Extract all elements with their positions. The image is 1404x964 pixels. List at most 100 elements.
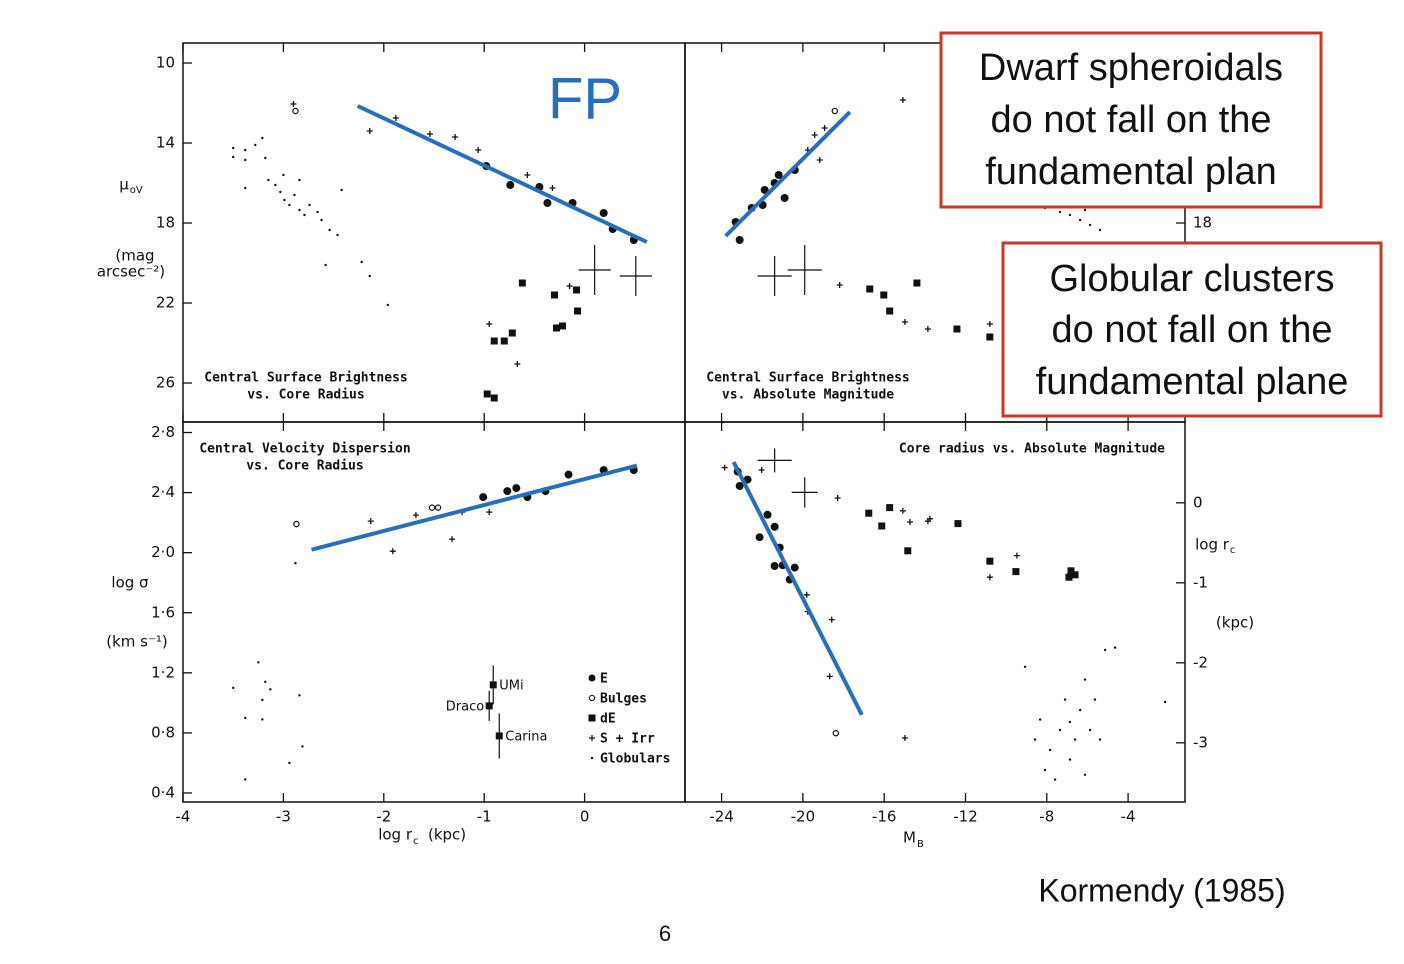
point	[953, 325, 961, 333]
point	[1068, 720, 1072, 724]
panel-title: vs. Core Radius	[246, 459, 363, 474]
point	[485, 702, 493, 710]
plot-frame	[684, 421, 1186, 803]
x-axis-label: M	[903, 829, 916, 847]
point	[901, 735, 908, 741]
point	[1033, 738, 1037, 741]
point	[340, 188, 343, 192]
y-tick-label: -2	[1193, 653, 1208, 671]
point	[261, 136, 264, 140]
point	[836, 282, 843, 288]
point	[518, 279, 526, 287]
page-number: 6	[659, 921, 671, 946]
x-tick-label: -24	[709, 808, 734, 826]
point	[254, 143, 257, 147]
point	[367, 518, 374, 525]
point	[1163, 700, 1167, 704]
point	[1088, 728, 1092, 732]
point	[449, 536, 456, 543]
point	[293, 193, 296, 197]
point	[790, 563, 799, 572]
y-tick-label: 0	[1193, 493, 1203, 511]
point	[389, 548, 396, 555]
x-tick-label: -8	[1039, 808, 1054, 826]
point	[550, 291, 558, 299]
legend-label: Globulars	[600, 752, 670, 767]
point	[1083, 773, 1087, 776]
point	[336, 233, 339, 237]
point	[1071, 571, 1079, 579]
x-axis-label-sub: B	[917, 839, 924, 850]
point	[986, 321, 993, 327]
point	[599, 209, 608, 217]
point	[316, 210, 319, 214]
x-tick-label: -3	[276, 808, 291, 826]
point	[755, 533, 764, 542]
point	[479, 493, 488, 502]
point	[1073, 738, 1077, 741]
point	[1063, 698, 1067, 701]
y-tick-label: 1·2	[151, 663, 175, 681]
point	[1013, 552, 1020, 559]
y-tick-label: 0·8	[151, 723, 175, 741]
point	[986, 574, 993, 581]
point	[495, 732, 503, 740]
point	[486, 509, 493, 516]
point	[1038, 718, 1042, 721]
legend-marker	[590, 756, 594, 760]
point	[261, 718, 264, 721]
point	[360, 260, 363, 264]
point	[954, 520, 962, 528]
point	[907, 519, 913, 525]
y-axis-units: arcsec⁻²)	[97, 263, 165, 281]
panel-title: Central Surface Brightness	[706, 371, 910, 386]
legend-marker	[588, 714, 596, 722]
point	[552, 324, 560, 332]
y-tick-label: 2·4	[151, 483, 175, 501]
point	[508, 329, 516, 337]
x-axis-label: log r	[378, 826, 413, 844]
point	[232, 146, 235, 150]
point	[886, 307, 894, 315]
fit-line	[356, 104, 648, 244]
point	[290, 101, 297, 107]
point	[368, 274, 371, 278]
y-tick-label: 0·4	[151, 783, 175, 801]
point	[269, 688, 272, 691]
point-label: Carina	[505, 729, 547, 744]
point	[288, 761, 291, 765]
point	[774, 171, 783, 179]
point	[282, 173, 285, 177]
point	[735, 236, 744, 244]
y-tick-label: 10	[156, 54, 175, 72]
point	[780, 194, 789, 202]
point	[452, 134, 459, 140]
point	[924, 326, 931, 332]
point	[244, 716, 247, 720]
point	[294, 561, 297, 565]
x-axis-units: (kpc)	[428, 826, 466, 844]
legend-marker	[589, 735, 595, 741]
callout-box	[939, 31, 1323, 209]
point-label: UMi	[499, 678, 523, 693]
point	[506, 181, 515, 189]
point	[392, 115, 399, 121]
y-tick-label: 2·8	[151, 423, 175, 441]
y-tick-label: 22	[156, 294, 175, 312]
point	[1067, 567, 1075, 575]
panel-title: vs. Absolute Magnitude	[722, 388, 894, 403]
point	[274, 183, 277, 187]
point	[257, 661, 260, 664]
point	[244, 186, 247, 190]
point	[232, 686, 235, 690]
point	[279, 190, 282, 194]
fit-line	[724, 110, 852, 238]
x-tick-label: 0	[580, 808, 590, 826]
y-tick-label: 2·0	[151, 543, 175, 561]
point-label: Draco	[446, 699, 484, 714]
x-tick-label: -4	[1121, 808, 1136, 826]
point	[1088, 223, 1092, 227]
legend-marker	[588, 694, 596, 702]
fp-label: FP	[548, 66, 622, 131]
point	[758, 467, 765, 473]
